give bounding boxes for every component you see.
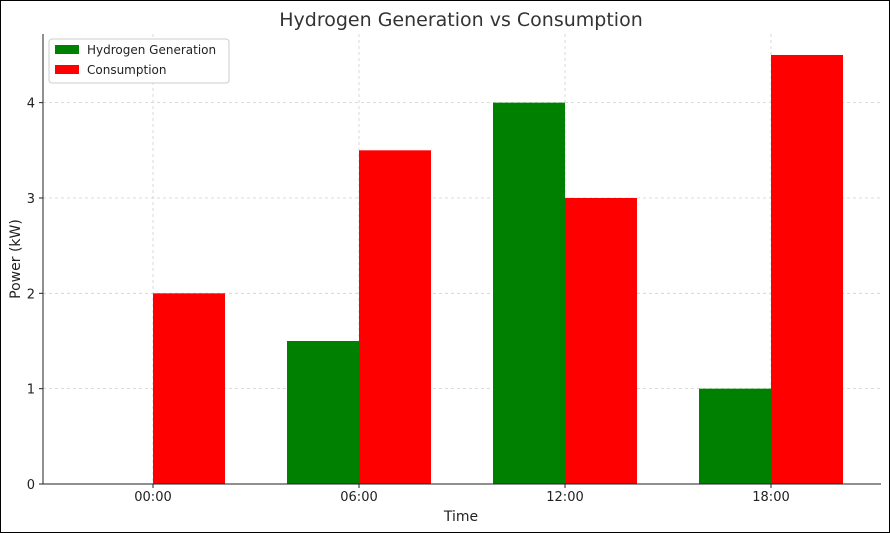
bar-consumption-1 [359, 150, 431, 485]
legend-box [48, 38, 230, 84]
legend-swatch-consumption [55, 65, 79, 74]
legend: Hydrogen Generation Consumption [48, 38, 230, 84]
chart-title: Hydrogen Generation vs Consumption [279, 9, 643, 31]
x-tick-label-2: 12:00 [546, 490, 583, 505]
bar-consumption-0 [153, 293, 225, 484]
legend-swatch-generation [55, 45, 79, 54]
bar-generation-1 [287, 340, 359, 484]
x-tick-label-0: 00:00 [134, 490, 171, 505]
y-tick-label-0: 0 [27, 478, 35, 493]
y-tick-label-3: 3 [27, 192, 35, 207]
bar-consumption-3 [771, 54, 843, 484]
bars-group [153, 54, 843, 485]
y-tick-label-1: 1 [27, 383, 35, 398]
legend-label-generation: Hydrogen Generation [87, 43, 216, 57]
y-tick-label-4: 4 [27, 97, 35, 112]
x-axis-label: Time [443, 509, 478, 525]
bar-generation-2 [493, 102, 565, 484]
y-axis-label: Power (kW) [8, 219, 24, 299]
ticks-group: 0 1 2 3 4 00:00 06:00 12:00 18:00 [27, 97, 790, 505]
x-tick-label-3: 18:00 [752, 490, 789, 505]
legend-label-consumption: Consumption [87, 63, 166, 77]
y-tick-label-2: 2 [27, 287, 35, 302]
bar-consumption-2 [565, 197, 637, 485]
x-tick-label-1: 06:00 [340, 490, 377, 505]
bar-generation-3 [699, 388, 771, 484]
axes-group [42, 34, 881, 485]
